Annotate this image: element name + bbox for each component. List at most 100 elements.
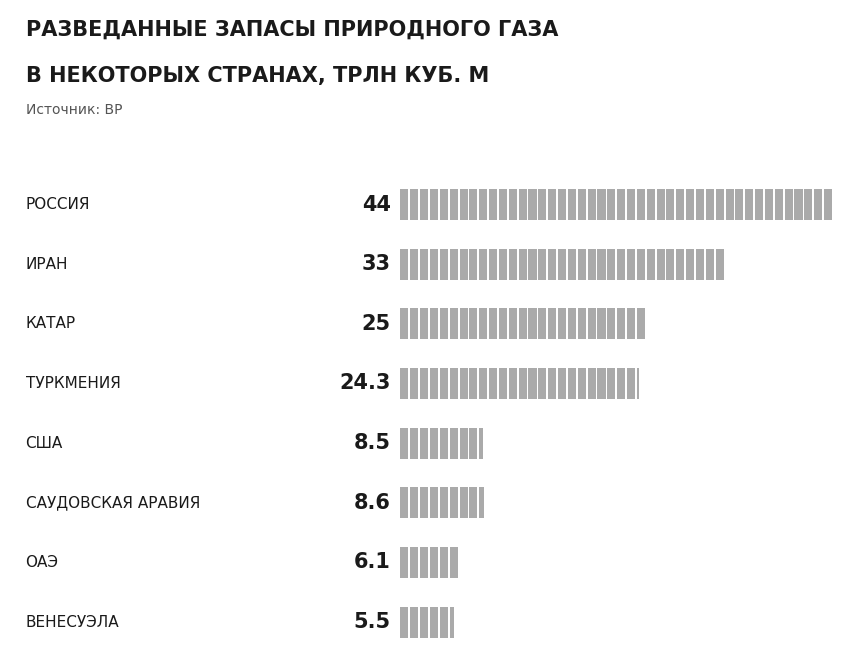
Bar <box>400 368 409 399</box>
Bar <box>568 249 576 280</box>
Bar <box>439 189 448 220</box>
Bar <box>420 189 428 220</box>
Bar <box>548 308 556 339</box>
Bar <box>598 189 605 220</box>
Text: ТУРКМЕНИЯ: ТУРКМЕНИЯ <box>26 376 121 391</box>
Bar <box>430 189 438 220</box>
Bar <box>627 368 635 399</box>
Bar <box>598 308 605 339</box>
Text: 8.5: 8.5 <box>354 433 391 453</box>
Bar <box>558 189 566 220</box>
Bar <box>439 427 448 458</box>
Bar <box>439 607 448 638</box>
Bar <box>529 308 536 339</box>
Bar <box>439 249 448 280</box>
Bar <box>400 308 409 339</box>
Bar <box>420 427 428 458</box>
Text: ОАЭ: ОАЭ <box>26 555 59 570</box>
Text: 33: 33 <box>362 254 391 274</box>
Bar <box>450 249 458 280</box>
Bar <box>587 368 596 399</box>
Text: РОССИЯ: РОССИЯ <box>26 197 90 212</box>
Bar <box>509 368 517 399</box>
Bar <box>469 487 478 518</box>
Bar <box>420 249 428 280</box>
Bar <box>538 308 547 339</box>
Bar <box>460 487 468 518</box>
Text: ВЕНЕСУЭЛА: ВЕНЕСУЭЛА <box>26 614 119 630</box>
Bar <box>647 189 654 220</box>
Bar <box>420 308 428 339</box>
Bar <box>460 427 468 458</box>
Bar <box>479 368 487 399</box>
Bar <box>538 368 547 399</box>
Bar <box>499 368 507 399</box>
Bar <box>450 368 458 399</box>
Bar <box>637 249 645 280</box>
Bar <box>706 249 714 280</box>
Bar <box>430 368 438 399</box>
Bar <box>686 189 694 220</box>
Bar <box>450 427 458 458</box>
Bar <box>656 249 665 280</box>
Bar <box>568 189 576 220</box>
Bar <box>411 607 418 638</box>
Text: 44: 44 <box>362 194 391 214</box>
Text: США: США <box>26 435 63 451</box>
Bar <box>677 249 684 280</box>
Text: КАТАР: КАТАР <box>26 317 76 331</box>
Bar <box>735 189 744 220</box>
Bar <box>548 368 556 399</box>
Bar <box>411 249 418 280</box>
Bar <box>499 308 507 339</box>
Bar <box>479 427 484 458</box>
Bar <box>627 189 635 220</box>
Bar <box>400 487 409 518</box>
Bar <box>548 189 556 220</box>
Bar <box>696 249 704 280</box>
Bar <box>637 308 645 339</box>
Bar <box>518 368 527 399</box>
Bar <box>411 368 418 399</box>
Bar <box>804 189 813 220</box>
Bar <box>617 368 626 399</box>
Bar <box>489 249 497 280</box>
Bar <box>518 189 527 220</box>
Bar <box>666 189 675 220</box>
Bar <box>627 249 635 280</box>
Bar <box>558 308 566 339</box>
Bar <box>529 249 536 280</box>
Bar <box>479 189 487 220</box>
Bar <box>538 249 547 280</box>
Bar <box>765 189 773 220</box>
Bar <box>469 427 478 458</box>
Bar <box>607 249 615 280</box>
Bar <box>598 249 605 280</box>
Bar <box>686 249 694 280</box>
Bar <box>568 368 576 399</box>
Bar <box>745 189 753 220</box>
Bar <box>598 368 605 399</box>
Bar <box>785 189 793 220</box>
Bar <box>400 249 409 280</box>
Bar <box>460 249 468 280</box>
Bar <box>439 368 448 399</box>
Bar <box>400 547 409 578</box>
Bar <box>460 189 468 220</box>
Text: 24.3: 24.3 <box>340 374 391 394</box>
Bar <box>666 249 675 280</box>
Bar <box>637 368 639 399</box>
Bar <box>469 249 478 280</box>
Bar <box>578 249 586 280</box>
Bar <box>420 368 428 399</box>
Bar <box>411 308 418 339</box>
Bar <box>499 249 507 280</box>
Bar <box>439 547 448 578</box>
Bar <box>450 308 458 339</box>
Bar <box>716 249 723 280</box>
Bar <box>617 189 626 220</box>
Bar <box>716 189 723 220</box>
Bar <box>499 189 507 220</box>
Bar <box>469 308 478 339</box>
Bar <box>538 189 547 220</box>
